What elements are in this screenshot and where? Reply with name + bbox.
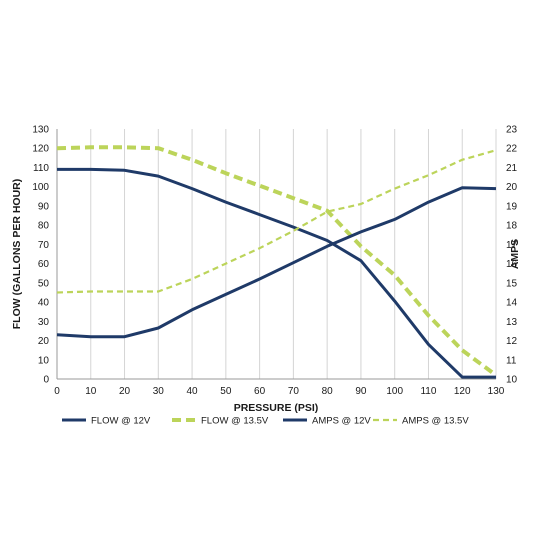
x-tick-label: 30	[153, 386, 165, 397]
x-tick-label: 70	[288, 386, 300, 397]
x-tick-label: 80	[322, 386, 334, 397]
x-tick-label: 0	[54, 386, 60, 397]
y-left-tick-label: 10	[38, 355, 50, 366]
y-left-tick-label: 30	[38, 317, 50, 328]
y-left-tick-label: 20	[38, 336, 50, 347]
legend-label-flow-13-5v: FLOW @ 13.5V	[201, 416, 269, 427]
x-tick-label: 50	[220, 386, 232, 397]
y-right-tick-label: 21	[506, 163, 518, 174]
y-left-tick-label: 80	[38, 221, 50, 232]
y-left-tick-label: 110	[33, 163, 49, 174]
series-layer	[56, 145, 498, 379]
series-line-flow-12v	[57, 167, 496, 379]
y-axis-right-title: AMPS	[509, 239, 521, 269]
y-right-tick-label: 13	[506, 317, 518, 328]
series-line-flow-13-5v	[56, 145, 498, 377]
y-left-tick-label: 60	[38, 259, 50, 270]
y-right-tick-label: 17	[506, 240, 518, 251]
x-tick-label: 20	[119, 386, 131, 397]
y-left-tick-label: 130	[32, 125, 49, 136]
legend-label-flow-12v: FLOW @ 12V	[91, 416, 151, 427]
y-left-tick-label: 100	[32, 182, 49, 193]
y-right-tick-label: 22	[506, 144, 518, 155]
x-tick-label: 60	[254, 386, 266, 397]
x-tick-label: 120	[454, 386, 471, 397]
y-left-tick-label: 50	[38, 278, 50, 289]
legend-label-amps-12v: AMPS @ 12V	[312, 416, 371, 427]
y-right-tick-label: 14	[506, 298, 518, 309]
y-left-tick-label: 120	[32, 144, 49, 155]
y-left-tick-label: 70	[38, 240, 50, 251]
axis-layer: 0 10 20 30 40 50 60 70 80 90 100 110 120 130 0 10 20 30 40…	[32, 125, 517, 398]
y-left-tick-label: 90	[38, 201, 50, 212]
y-left-tick-label: 40	[38, 298, 50, 309]
legend: FLOW @ 12V FLOW @ 13.5V AMPS @ 12V AMPS @ 1…	[62, 416, 469, 427]
y-right-tick-label: 11	[506, 355, 517, 366]
y-right-tick-label: 10	[506, 375, 518, 386]
y-right-tick-label: 20	[506, 182, 518, 193]
x-tick-label: 10	[85, 386, 97, 397]
y-right-tick-label: 15	[506, 278, 518, 289]
y-right-tick-label: 19	[506, 201, 518, 212]
x-axis-title: PRESSURE (PSI)	[234, 402, 319, 414]
x-tick-label: 40	[187, 386, 199, 397]
y-left-tick-label: 0	[43, 375, 49, 386]
grid-layer	[90, 129, 497, 379]
y-right-tick-label: 12	[506, 336, 518, 347]
series-line-amps-13-5v	[56, 149, 497, 294]
x-tick-label: 90	[355, 386, 367, 397]
y-right-tick-label: 16	[506, 259, 518, 270]
y-axis-left-title: FLOW (GALLONS PER HOUR)	[11, 179, 23, 330]
x-tick-label: 130	[488, 386, 505, 397]
series-line-amps-12v	[56, 186, 497, 339]
legend-label-amps-13-5v: AMPS @ 13.5V	[402, 416, 469, 427]
x-tick-label: 100	[386, 386, 403, 397]
y-right-tick-label: 23	[506, 125, 518, 136]
x-tick-label: 110	[420, 386, 436, 397]
y-right-tick-label: 18	[506, 221, 518, 232]
